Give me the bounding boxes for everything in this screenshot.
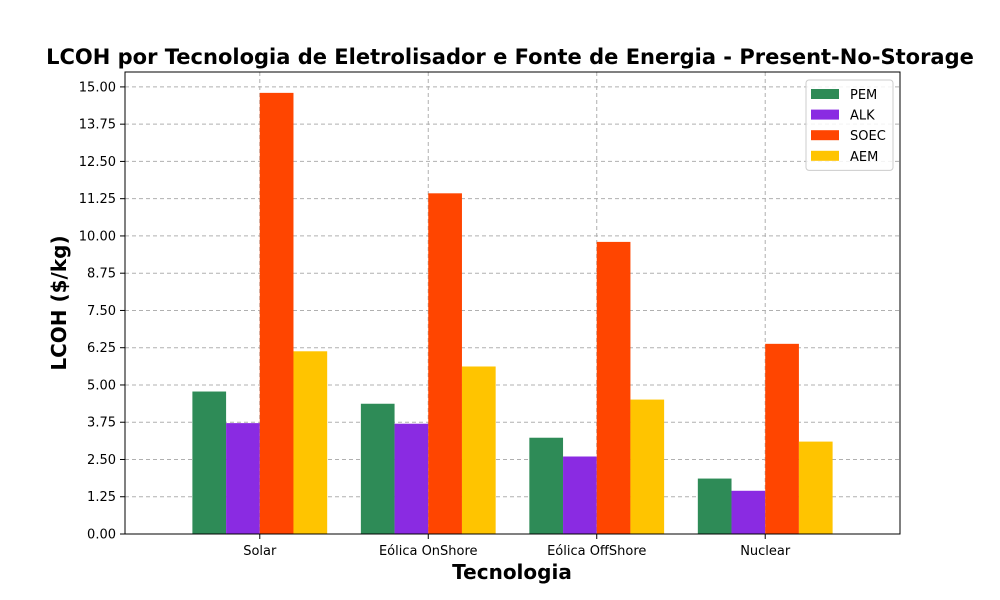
y-tick-label: 13.75	[79, 118, 116, 133]
bar-alk-3	[731, 490, 766, 534]
chart-title: LCOH por Tecnologia de Eletrolisador e F…	[46, 45, 974, 69]
y-tick-label: 7.50	[87, 304, 116, 319]
bar-aem-0	[293, 351, 328, 534]
x-tick-label: Nuclear	[740, 544, 791, 559]
legend-label-soec: SOEC	[850, 129, 886, 144]
bars	[192, 92, 833, 535]
y-tick-label: 3.75	[87, 416, 116, 431]
x-axis-label: Tecnologia	[452, 560, 572, 584]
y-tick-label: 15.00	[79, 80, 116, 95]
bar-soec-3	[765, 343, 799, 534]
bar-pem-1	[360, 403, 395, 534]
y-tick-label: 10.00	[79, 229, 116, 244]
legend-box	[805, 79, 894, 171]
bar-soec-2	[596, 241, 631, 534]
y-tick-label: 0.00	[87, 528, 116, 543]
legend: PEM ALK SOEC AEM	[805, 79, 894, 171]
x-axis-ticks: Solar Eólica OnShore Eólica OffShore Nuclea…	[243, 534, 791, 559]
bar-soec-0	[259, 92, 294, 535]
legend-label-pem: PEM	[850, 88, 877, 103]
legend-swatch-soec	[811, 130, 839, 141]
y-axis-label: LCOH ($/kg)	[47, 235, 71, 370]
legend-label-aem: AEM	[850, 150, 878, 165]
legend-swatch-pem	[811, 89, 839, 99]
y-tick-label: 1.25	[87, 490, 116, 505]
bar-alk-1	[394, 423, 429, 534]
bar-aem-2	[630, 399, 665, 534]
bar-aem-3	[798, 441, 833, 534]
plot-frame	[124, 71, 901, 535]
y-tick-label: 6.25	[87, 341, 116, 356]
legend-label-alk: ALK	[850, 109, 875, 124]
y-tick-label: 11.25	[79, 192, 116, 207]
bar-alk-2	[563, 456, 597, 534]
y-axis-ticks: 0.00 1.25 2.50 3.75 5.00 6.25 7.50 8.75 10.00 11.…	[79, 80, 125, 543]
bar-pem-0	[192, 391, 227, 534]
x-tick-label: Eólica OffShore	[547, 544, 646, 559]
bar-pem-2	[529, 437, 564, 534]
y-tick-label: 5.00	[87, 378, 116, 393]
bar-alk-0	[226, 423, 260, 534]
legend-swatch-alk	[811, 109, 839, 120]
bar-pem-3	[697, 478, 732, 534]
y-tick-label: 2.50	[87, 453, 116, 468]
y-tick-label: 12.50	[79, 155, 116, 170]
y-tick-label: 8.75	[87, 267, 116, 282]
bar-soec-1	[428, 193, 462, 534]
x-tick-label: Eólica OnShore	[379, 544, 478, 559]
x-tick-label: Solar	[243, 544, 277, 559]
legend-swatch-aem	[811, 150, 839, 161]
bar-aem-1	[461, 366, 496, 534]
